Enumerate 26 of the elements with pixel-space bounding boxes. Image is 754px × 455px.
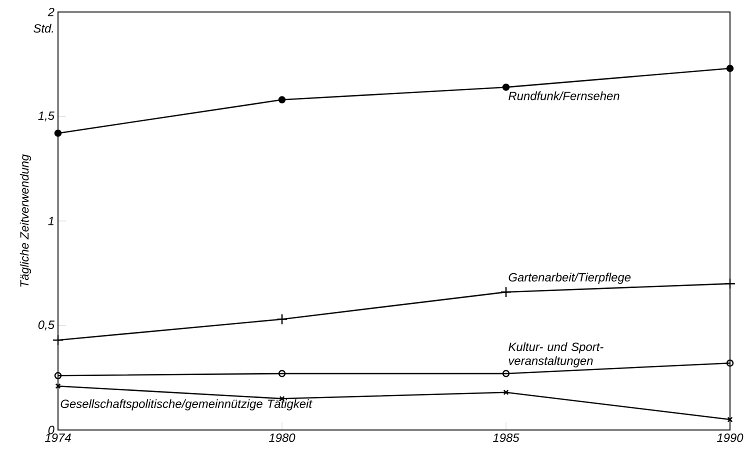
point (726, 64, 734, 72)
series-label: Gartenarbeit/Tierpflege (508, 272, 631, 284)
point (503, 390, 509, 396)
point (502, 84, 510, 91)
point (278, 96, 286, 104)
point (500, 286, 512, 298)
x-tick-label: 1974 (45, 434, 71, 442)
y-axis-title: Tägliche Zeitverwendung (20, 154, 32, 287)
point (278, 370, 286, 378)
y-tick-label: 1 (48, 216, 54, 226)
y-tick-label: 1,5 (38, 112, 55, 122)
y-tick-label: 2 (48, 8, 54, 16)
series-label: Gesellschaftspolitische/gemeinnützige Tätigkeit (60, 399, 312, 410)
point (276, 314, 288, 325)
point (724, 278, 736, 290)
point (52, 334, 64, 346)
series-label: Kultur- und Sport-veranstaltungen (508, 342, 604, 368)
x-tick-label: 1990 (717, 434, 744, 442)
point (502, 370, 510, 378)
y-tick-label: 0 (48, 426, 54, 434)
y-tick-label: 0,5 (38, 320, 55, 330)
x-tick-label: 1980 (269, 434, 296, 442)
point (54, 130, 62, 137)
x-tick-label: 1985 (493, 434, 520, 442)
text: Std. (34, 24, 54, 33)
series-label: Rundfunk/Fernsehen (508, 91, 620, 100)
